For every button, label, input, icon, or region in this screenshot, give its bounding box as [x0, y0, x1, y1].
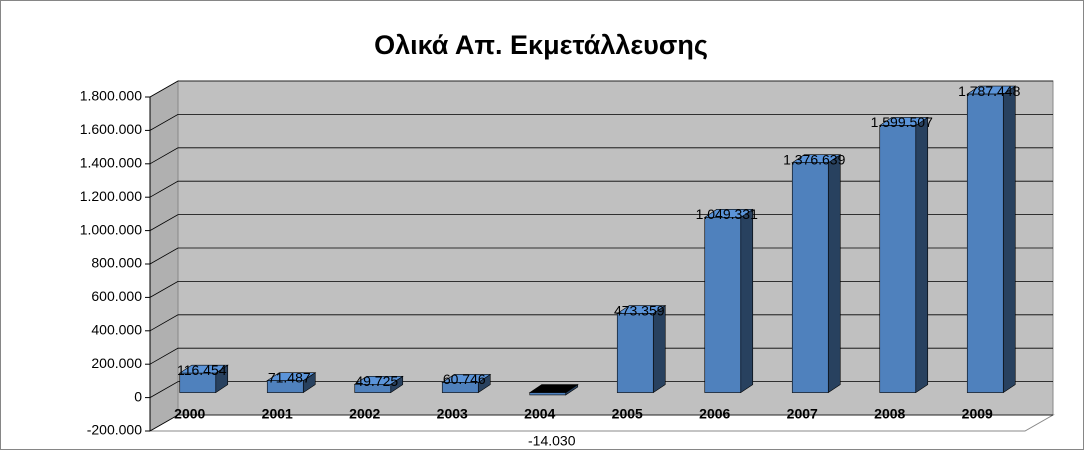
y-tick-label: 1.400.000 [80, 155, 142, 171]
value-label: 473.359 [614, 302, 665, 318]
grid-line [149, 414, 1053, 432]
value-label: 1.049.331 [696, 206, 758, 222]
grid-line [149, 114, 1053, 131]
x-tick-label: 2000 [174, 406, 205, 422]
grid-line [149, 214, 1053, 231]
grid-line [149, 147, 1053, 165]
grid-line [149, 347, 1053, 365]
bar-side [652, 304, 666, 394]
bar [879, 125, 917, 393]
x-tick-label: 2007 [787, 406, 818, 422]
grid-line [149, 247, 1053, 265]
bar-side [740, 208, 754, 394]
bar-side [827, 154, 841, 394]
bar [966, 93, 1004, 393]
value-label: 49.725 [355, 373, 398, 389]
x-tick-label: 2004 [524, 406, 555, 422]
value-label: 71.487 [268, 369, 311, 385]
bar-side [915, 116, 929, 394]
y-tick-label: 1.600.000 [80, 121, 142, 137]
bar [529, 392, 567, 396]
value-label: 1.376.639 [783, 151, 845, 167]
y-tick-label: 600.000 [91, 288, 142, 304]
grid-line [149, 381, 1053, 398]
value-label: 60.746 [443, 371, 486, 387]
x-tick-label: 2008 [874, 406, 905, 422]
x-tick-label: 2006 [699, 406, 730, 422]
bar [179, 372, 217, 393]
value-label: 1.787.448 [958, 83, 1020, 99]
value-label: 1.599.507 [871, 114, 933, 130]
value-label: 116.454 [177, 362, 227, 378]
value-label: -14.030 [528, 433, 576, 449]
x-tick-label: 2003 [437, 406, 468, 422]
bar [441, 382, 479, 393]
grid-line [149, 180, 1053, 198]
bar [704, 217, 742, 393]
y-tick-label: 800.000 [91, 255, 142, 271]
grid-line [149, 281, 1053, 298]
x-tick-label: 2005 [612, 406, 643, 422]
y-tick-label: 1.200.000 [80, 188, 142, 204]
y-tick-label: 1.000.000 [80, 221, 142, 237]
y-tick-label: -200.000 [87, 422, 142, 438]
y-tick-label: 400.000 [91, 322, 142, 338]
x-tick-label: 2002 [349, 406, 380, 422]
bar [791, 162, 829, 393]
bar [354, 383, 392, 393]
grid-line [149, 80, 1053, 98]
y-tick-label: 200.000 [91, 355, 142, 371]
bar-side [1002, 85, 1016, 394]
chart-title: Ολικά Απ. Εκμετάλλευσης [374, 30, 708, 60]
x-tick-label: 2001 [262, 406, 293, 422]
y-tick-label: 1.800.000 [80, 88, 142, 104]
grid-line [149, 314, 1053, 332]
x-tick-label: 2009 [962, 406, 993, 422]
bar [616, 313, 654, 393]
bar [266, 380, 304, 393]
y-tick-label: 0 [134, 388, 142, 404]
